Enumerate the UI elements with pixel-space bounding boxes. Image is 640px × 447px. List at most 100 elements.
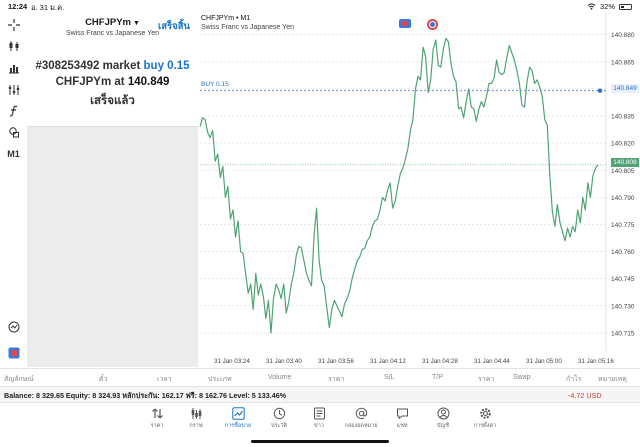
- bid-price-tag: 140.808: [611, 158, 639, 167]
- y-tick-label: 140.775: [611, 222, 635, 229]
- order-side-volume: buy 0.15: [143, 60, 190, 72]
- chart-icon: [191, 408, 201, 419]
- chart-canvas[interactable]: 140.880140.865140.850140.835140.820140.8…: [198, 13, 640, 367]
- x-tick-label: 31 Jan 05:00: [526, 358, 562, 365]
- depth-of-market-icon[interactable]: [427, 19, 438, 30]
- layout-icon[interactable]: [4, 345, 23, 361]
- x-tick-label: 31 Jan 04:28: [422, 358, 458, 365]
- objects-icon[interactable]: [4, 124, 23, 140]
- tab-mailbox[interactable]: กล่องจดหมาย: [341, 407, 381, 430]
- tab-bar: ราคา กราฟ การซื้อขาย ประวัติ ข่าว กล่องจ…: [0, 403, 640, 447]
- col-sl[interactable]: S/L: [384, 374, 395, 381]
- chat-icon: [396, 408, 408, 419]
- tab-quotes[interactable]: ราคา: [137, 407, 177, 430]
- x-tick-label: 31 Jan 04:44: [474, 358, 510, 365]
- col-price[interactable]: ราคา: [478, 376, 495, 383]
- buy-marker: [597, 88, 603, 93]
- col-profit[interactable]: กำไร: [566, 376, 582, 383]
- col-type[interactable]: ประเภท: [208, 376, 232, 383]
- battery-icon: [619, 3, 632, 10]
- price-chart[interactable]: 140.880140.865140.850140.835140.820140.8…: [198, 13, 640, 367]
- x-tick-label: 31 Jan 04:12: [370, 358, 406, 365]
- trade-table-header: สัญลักษณ์ ตั๋ว เวลา ประเภท Volume ราคา S…: [0, 368, 640, 385]
- order-price-line: CHFJPYm at 140.849: [27, 76, 198, 88]
- trade-icon: [231, 407, 245, 420]
- tab-chat-label: แชท: [396, 423, 408, 429]
- col-tp[interactable]: T/P: [432, 374, 443, 381]
- order-panel: CHFJPYm ▼ เสร็จสิ้น Swiss Franc vs Japane…: [27, 13, 198, 367]
- order-status: เสร็จแล้ว: [90, 95, 135, 107]
- one-click-trading-icon[interactable]: [399, 19, 411, 28]
- total-profit: -4.72 USD: [568, 391, 602, 400]
- price-line-series: [199, 37, 599, 334]
- col-open-price[interactable]: ราคา: [328, 376, 345, 383]
- symbol-selector[interactable]: CHFJPYm ▼: [27, 17, 198, 28]
- y-tick-label: 140.760: [611, 249, 635, 256]
- tab-news[interactable]: ข่าว: [299, 407, 339, 430]
- tab-chat[interactable]: แชท: [382, 407, 422, 430]
- ask-price-tag: 140.849: [611, 84, 639, 93]
- tab-settings[interactable]: การตั้งค่า: [465, 407, 505, 430]
- bar-chart-icon[interactable]: [4, 60, 23, 76]
- tab-account-label: บัญชี: [437, 423, 449, 429]
- done-button[interactable]: เสร็จสิ้น: [157, 21, 190, 32]
- tab-chart[interactable]: กราฟ: [176, 407, 216, 430]
- y-tick-label: 140.835: [611, 114, 635, 121]
- tab-chart-label: กราฟ: [189, 423, 203, 429]
- wifi-icon: [587, 3, 596, 10]
- status-right: 32%: [587, 2, 632, 11]
- quotes-icon: [151, 408, 163, 419]
- order-symbol-at: CHFJPYm at: [55, 76, 128, 88]
- col-comment[interactable]: หมายเหตุ: [598, 376, 627, 383]
- y-tick-label: 140.880: [611, 32, 635, 39]
- order-ticket-text: #308253492 market: [35, 60, 144, 72]
- tab-mailbox-label: กล่องจดหมาย: [344, 423, 378, 429]
- function-icon[interactable]: [4, 103, 23, 119]
- account-summary: Balance: 8 329.65 Equity: 8 324.93 หลักป…: [4, 391, 287, 400]
- indicators-icon[interactable]: [4, 82, 23, 98]
- col-volume[interactable]: Volume: [268, 374, 292, 381]
- tab-account[interactable]: บัญชี: [423, 407, 463, 430]
- tab-history[interactable]: ประวัติ: [259, 407, 299, 430]
- order-summary: #308253492 market buy 0.15: [27, 60, 198, 72]
- chevron-down-icon: ▼: [133, 20, 140, 27]
- battery-percent: 32%: [599, 2, 615, 11]
- x-tick-label: 31 Jan 03:24: [214, 358, 250, 365]
- y-tick-label: 140.730: [611, 303, 635, 310]
- timeframe-button[interactable]: M1: [7, 149, 20, 159]
- chart-toolbar: M1: [0, 13, 27, 367]
- y-tick-label: 140.790: [611, 195, 635, 202]
- x-tick-label: 31 Jan 03:56: [318, 358, 354, 365]
- tab-settings-label: การตั้งค่า: [473, 423, 497, 429]
- settings-icon: [479, 408, 491, 419]
- tab-history-label: ประวัติ: [270, 423, 288, 429]
- col-time[interactable]: เวลา: [157, 376, 172, 383]
- status-bar: 12:24 อ. 31 ม.ค. 32%: [0, 0, 640, 13]
- news-icon: [313, 407, 325, 420]
- account-icon: [437, 407, 449, 420]
- tab-quotes-label: ราคา: [150, 423, 164, 429]
- symbol-description: Swiss Franc vs Japanese Yen: [66, 30, 159, 37]
- chart-description: Swiss Franc vs Japanese Yen: [201, 24, 294, 31]
- order-result-card: CHFJPYm ▼ เสร็จสิ้น Swiss Franc vs Japane…: [27, 13, 198, 127]
- col-symbol[interactable]: สัญลักษณ์: [4, 376, 34, 383]
- chart-symbol: CHFJPYm • M1: [201, 15, 251, 22]
- y-tick-label: 140.865: [611, 59, 635, 66]
- market-watch-icon[interactable]: [4, 319, 23, 335]
- crosshair-icon[interactable]: [4, 17, 23, 33]
- tab-news-label: ข่าว: [314, 423, 324, 429]
- buy-line-label: BUY 0.15: [201, 81, 229, 88]
- home-indicator[interactable]: [251, 440, 389, 443]
- y-tick-label: 140.745: [611, 276, 635, 283]
- col-ticket[interactable]: ตั๋ว: [99, 376, 108, 383]
- mailbox-icon: [355, 407, 367, 420]
- tab-trade[interactable]: การซื้อขาย: [218, 407, 258, 430]
- symbol-label: CHFJPYm: [85, 17, 131, 28]
- status-date: อ. 31 ม.ค.: [31, 3, 65, 12]
- candlestick-icon[interactable]: [4, 38, 23, 54]
- status-time: 12:24: [8, 2, 28, 11]
- col-swap[interactable]: Swap: [513, 374, 531, 381]
- history-icon: [273, 407, 285, 420]
- y-tick-label: 140.715: [611, 330, 635, 337]
